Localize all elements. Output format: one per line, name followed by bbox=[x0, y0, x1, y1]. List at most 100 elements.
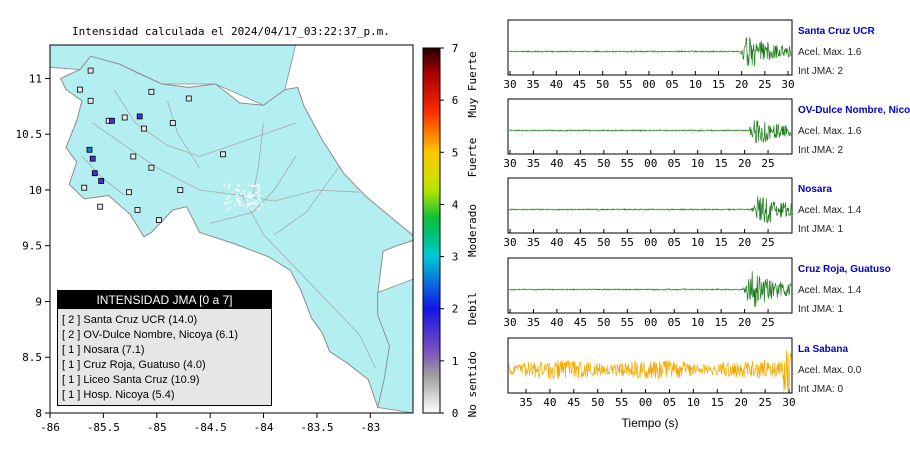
legend-list: [ 2 ] Santa Cruz UCR (14.0)[ 2 ] OV-Dulc… bbox=[62, 313, 238, 403]
colorbar-tick-label: 7 bbox=[452, 42, 459, 55]
map-road-3 bbox=[167, 100, 200, 168]
city-dot bbox=[260, 203, 263, 206]
city-dot bbox=[247, 193, 250, 196]
waveform-x-tick-label: 10 bbox=[689, 78, 702, 91]
station-point-12 bbox=[126, 189, 132, 196]
station-point-7 bbox=[87, 67, 94, 74]
city-dot bbox=[245, 199, 248, 202]
colorbar-label: Fuerte bbox=[466, 138, 479, 178]
waveform-x-tick-label: 55 bbox=[621, 157, 634, 170]
city-dot bbox=[254, 202, 257, 205]
city-dot bbox=[229, 201, 232, 204]
waveform-x-tick-label: 55 bbox=[621, 316, 634, 329]
city-dot bbox=[239, 204, 242, 207]
station-point-13 bbox=[134, 207, 141, 213]
waveform-x-tick-label: 55 bbox=[615, 396, 628, 409]
waveform-trace bbox=[508, 36, 792, 67]
waveform-x-tick-label: 50 bbox=[591, 396, 604, 409]
waveform-x-tick-label: 10 bbox=[691, 316, 704, 329]
city-dot bbox=[228, 183, 231, 186]
colorbar-label: Debil bbox=[466, 292, 479, 325]
legend-item-level: [ 1 ] bbox=[62, 389, 81, 401]
waveform-x-tick-label: 40 bbox=[550, 236, 563, 249]
waveform-x-tick-label: 40 bbox=[543, 396, 556, 409]
city-dot bbox=[237, 199, 240, 202]
map-area bbox=[50, 45, 413, 413]
legend-item-level: [ 2 ] bbox=[62, 314, 81, 326]
legend-item-name: Nosara (7.1) bbox=[80, 344, 145, 356]
station-jma-intensity: Int JMA: 2 bbox=[798, 145, 843, 156]
waveform-x-tick-label: 30 bbox=[781, 78, 794, 91]
waveform-x-tick-label: 15 bbox=[711, 396, 724, 409]
station-peak-acceleration: Acel. Max. 0.0 bbox=[798, 365, 862, 376]
colorbar-label: Muy Fuerte bbox=[466, 51, 479, 117]
waveform-x-tick-label: 55 bbox=[619, 78, 632, 91]
waveform-x-tick-label: 35 bbox=[519, 396, 532, 409]
waveform-trace bbox=[508, 120, 792, 144]
waveform-x-tick-label: 10 bbox=[687, 396, 700, 409]
city-dot bbox=[225, 201, 228, 204]
station-point-22 bbox=[136, 113, 143, 120]
waveform-x-tick-label: 20 bbox=[738, 157, 751, 170]
city-dot bbox=[249, 207, 252, 210]
legend-item-name: Liceo Santa Cruz (10.9) bbox=[80, 374, 200, 386]
legend-title: INTENSIDAD JMA [0 a 7] bbox=[58, 291, 271, 309]
station-peak-acceleration: Acel. Max. 1.4 bbox=[798, 205, 862, 216]
waveform-x-tick-label: 00 bbox=[639, 396, 652, 409]
station-point-1 bbox=[91, 170, 98, 177]
city-dot bbox=[258, 193, 261, 196]
waveform-x-tick-label: 15 bbox=[712, 78, 725, 91]
colorbar bbox=[422, 47, 441, 414]
waveform-x-tick-label: 35 bbox=[527, 157, 540, 170]
waveform-x-tick-label: 10 bbox=[691, 236, 704, 249]
station-point-16 bbox=[169, 120, 176, 126]
legend-item: [ 1 ] Cruz Roja, Guatuso (4.0) bbox=[62, 358, 238, 373]
station-point-21 bbox=[109, 117, 115, 124]
waveform-x-tick-label: 35 bbox=[527, 78, 540, 91]
map-x-tick-label: -83.5 bbox=[300, 421, 333, 434]
waveform-x-tick-label: 40 bbox=[550, 78, 563, 91]
station-peak-acceleration: Acel. Max. 1.6 bbox=[798, 126, 862, 137]
waveform-x-tick-label: 45 bbox=[574, 236, 587, 249]
waveform-x-tick-label: 05 bbox=[668, 316, 681, 329]
waveform-x-tick-label: 50 bbox=[597, 316, 610, 329]
waveform-x-tick-label: 45 bbox=[574, 316, 587, 329]
waveform-x-tick-label: 40 bbox=[550, 316, 563, 329]
station-peak-acceleration: Acel. Max. 1.4 bbox=[798, 285, 862, 296]
waveform-x-tick-label: 25 bbox=[761, 316, 774, 329]
map-road-6 bbox=[209, 156, 296, 224]
map-y-tick-label: 10 bbox=[29, 184, 42, 197]
city-dot bbox=[254, 200, 257, 203]
map-title: Intensidad calculada el 2024/04/17_03:22… bbox=[72, 25, 390, 38]
map-x-tick-label: -85.5 bbox=[87, 421, 120, 434]
waveform-frame bbox=[507, 257, 793, 314]
city-dot bbox=[251, 201, 254, 204]
waveform-x-tick-label: 45 bbox=[574, 157, 587, 170]
waveform-x-tick-label: 30 bbox=[503, 157, 516, 170]
waveform-x-tick-label: 25 bbox=[761, 157, 774, 170]
map-road-0 bbox=[92, 122, 360, 202]
city-dot bbox=[223, 184, 226, 187]
waveform-x-tick-label: 25 bbox=[761, 236, 774, 249]
colorbar-tick-label: 1 bbox=[452, 355, 459, 368]
waveform-x-tick-label: 00 bbox=[644, 316, 657, 329]
map-frame bbox=[49, 44, 414, 414]
station-point-2 bbox=[89, 155, 96, 162]
station-name: Cruz Roja, Guatuso bbox=[798, 264, 891, 275]
city-dot bbox=[249, 202, 252, 205]
city-dot bbox=[244, 195, 247, 198]
map-x-tick-label: -86 bbox=[40, 421, 60, 434]
station-point-15 bbox=[155, 217, 162, 224]
map-y-tick-label: 10.5 bbox=[16, 128, 43, 141]
city-dot bbox=[240, 192, 243, 195]
city-dot bbox=[257, 196, 260, 199]
waveform-x-tick-label: 25 bbox=[758, 78, 771, 91]
city-dot bbox=[227, 195, 230, 198]
waveform-x-tick-label: 45 bbox=[567, 396, 580, 409]
waveform-x-tick-label: 50 bbox=[596, 78, 609, 91]
city-dot bbox=[256, 184, 259, 187]
waveform-x-tick-label: 05 bbox=[663, 396, 676, 409]
legend-item: [ 2 ] Santa Cruz UCR (14.0) bbox=[62, 313, 238, 328]
waveform-x-tick-label: 45 bbox=[573, 78, 586, 91]
